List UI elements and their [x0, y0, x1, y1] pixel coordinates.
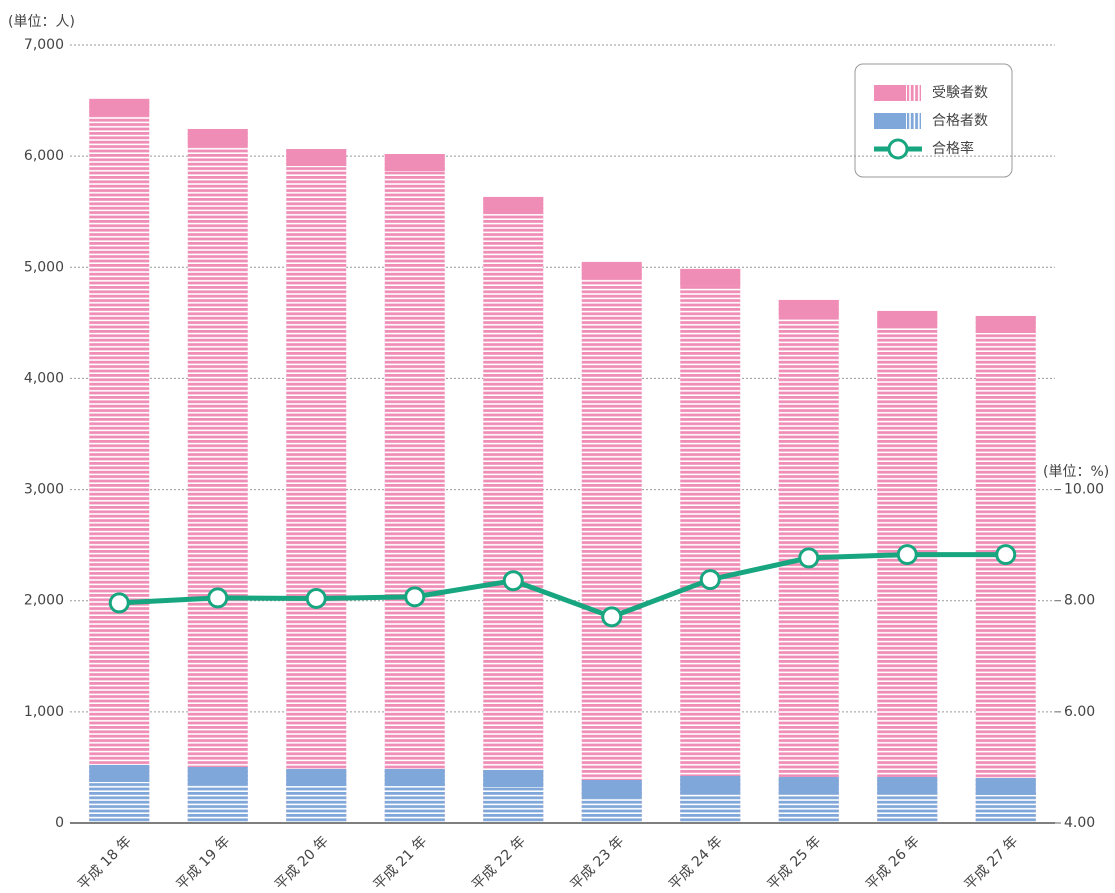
bar-cap [975, 777, 1036, 795]
y2-tick-label: 8.00 [1064, 593, 1095, 609]
line-point [601, 606, 623, 628]
line-point [995, 544, 1017, 566]
bar-cap [89, 764, 150, 782]
bar-cap [877, 776, 938, 794]
y2-axis-unit: (単位：%) [1043, 464, 1109, 480]
bar-cap [483, 196, 544, 214]
bar-cap [89, 98, 150, 116]
y-tick-label: 6,000 [24, 148, 64, 164]
bar [877, 310, 938, 823]
line-point [699, 569, 721, 591]
y-tick-label: 0 [55, 815, 64, 831]
bar-cap [778, 776, 839, 794]
bar-cap [877, 310, 938, 328]
line-point [404, 586, 426, 608]
x-tick-label: 平成 19 年 [174, 833, 234, 889]
x-tick-label: 平成 24 年 [666, 833, 726, 889]
legend-swatch [887, 138, 909, 160]
bar [187, 129, 248, 824]
y2-tick-label: 6.00 [1064, 704, 1095, 720]
bar [483, 196, 544, 824]
legend-label: 受験者数 [932, 85, 988, 101]
bar-cap [680, 268, 741, 286]
y-tick-label: 5,000 [24, 259, 64, 275]
bar-cap [384, 768, 445, 786]
y-tick-label: 4,000 [24, 370, 64, 386]
legend-swatch [874, 85, 906, 101]
x-tick-label: 平成 25 年 [765, 833, 825, 889]
line-point [502, 570, 524, 592]
bar [581, 261, 642, 823]
bar [680, 268, 741, 823]
bar-cap [581, 779, 642, 797]
x-tick-label: 平成 21 年 [371, 833, 431, 889]
bar [384, 154, 445, 824]
bar-cap [187, 129, 248, 147]
line [119, 552, 1006, 620]
bar-cap [384, 154, 445, 172]
bar-cap [778, 299, 839, 317]
bar-cap [286, 149, 347, 167]
bar [975, 315, 1036, 823]
x-tick-label: 平成 20 年 [272, 833, 332, 889]
x-tick-label: 平成 18 年 [75, 833, 135, 889]
y2-tick-label: 10.00 [1064, 482, 1104, 498]
legend-swatch [907, 113, 921, 129]
y-tick-label: 1,000 [24, 704, 64, 720]
bar-cap [975, 315, 1036, 333]
y2-tick-label: 4.00 [1064, 815, 1095, 831]
y-tick-label: 7,000 [24, 37, 64, 53]
y-tick-label: 2,000 [24, 593, 64, 609]
bar [89, 98, 150, 823]
x-tick-label: 平成 27 年 [962, 833, 1022, 889]
x-tick-label: 平成 26 年 [863, 833, 923, 889]
y-tick-label: 3,000 [24, 482, 64, 498]
bar-cap [483, 769, 544, 787]
legend-label: 合格者数 [932, 113, 988, 129]
bar-cap [680, 775, 741, 793]
legend-swatch [907, 85, 921, 101]
line-point [896, 544, 918, 566]
bar [286, 149, 347, 823]
bar-cap [187, 766, 248, 784]
line-point [108, 592, 130, 614]
line-point [798, 547, 820, 569]
legend-label: 合格率 [932, 140, 974, 157]
line-point [305, 587, 327, 609]
y-axis-unit: (単位：人) [8, 14, 75, 30]
legend-swatch [874, 113, 906, 129]
bar-cap [286, 768, 347, 786]
x-tick-label: 平成 23 年 [568, 833, 628, 889]
bar-cap [581, 261, 642, 279]
x-tick-label: 平成 22 年 [469, 833, 529, 889]
line-point [207, 587, 229, 609]
